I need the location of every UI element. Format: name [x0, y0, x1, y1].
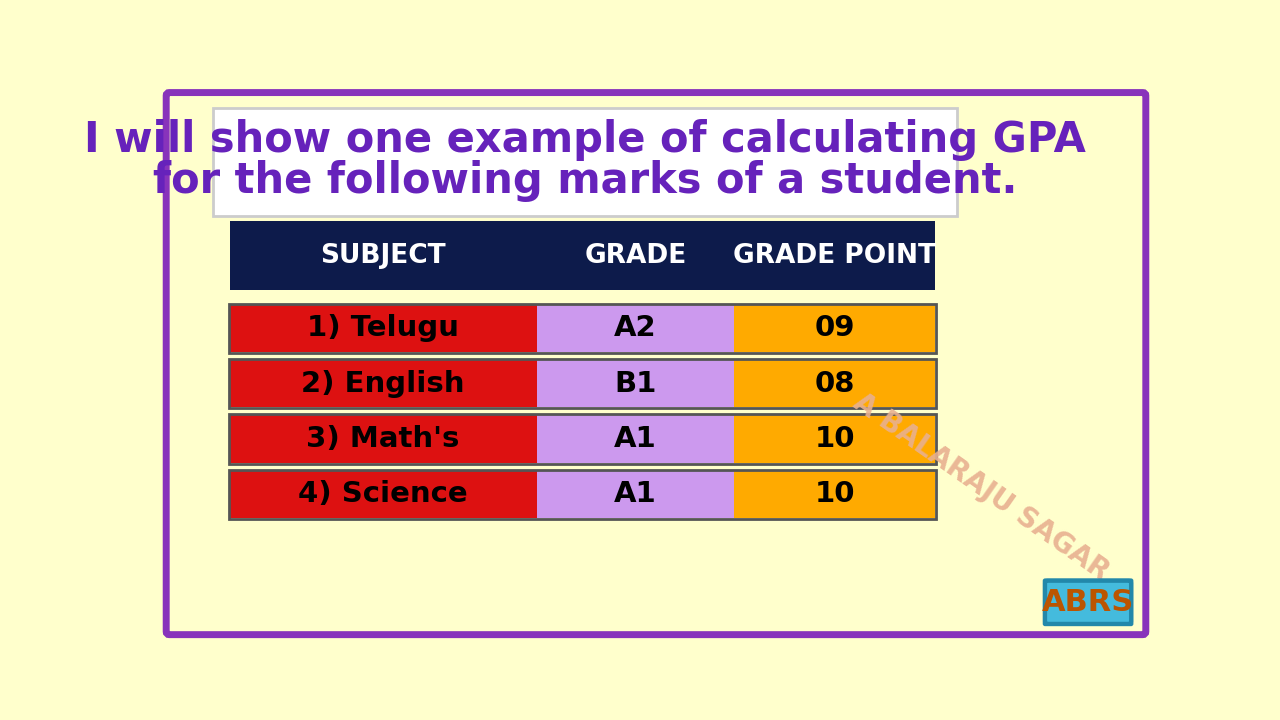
Bar — [536, 221, 733, 290]
Bar — [229, 471, 536, 518]
Text: 09: 09 — [814, 314, 855, 342]
Text: 10: 10 — [814, 425, 855, 453]
Bar — [733, 360, 934, 408]
Bar — [733, 471, 934, 518]
FancyBboxPatch shape — [1043, 578, 1133, 626]
Text: A2: A2 — [614, 314, 657, 342]
Bar — [229, 415, 536, 463]
Text: for the following marks of a student.: for the following marks of a student. — [152, 161, 1016, 202]
Text: A1: A1 — [614, 425, 657, 453]
Bar — [536, 360, 733, 408]
Bar — [229, 359, 936, 408]
Bar — [229, 221, 536, 290]
Text: 08: 08 — [814, 369, 855, 397]
Bar — [212, 108, 956, 216]
Bar — [536, 305, 733, 352]
Text: I will show one example of calculating GPA: I will show one example of calculating G… — [83, 120, 1085, 161]
Text: A1: A1 — [614, 480, 657, 508]
Bar — [229, 470, 936, 519]
Text: 4) Science: 4) Science — [298, 480, 468, 508]
Text: SUBJECT: SUBJECT — [320, 243, 445, 269]
Bar — [536, 471, 733, 518]
Text: 2) English: 2) English — [301, 369, 465, 397]
Bar — [733, 221, 934, 290]
Bar — [733, 305, 934, 352]
FancyBboxPatch shape — [166, 93, 1146, 634]
Text: ABRS: ABRS — [1042, 588, 1134, 617]
Text: A BALARAJU SAGAR: A BALARAJU SAGAR — [849, 388, 1115, 586]
Bar — [229, 415, 936, 464]
Bar — [229, 304, 936, 353]
Bar — [733, 415, 934, 463]
Text: 3) Math's: 3) Math's — [306, 425, 460, 453]
Text: 1) Telugu: 1) Telugu — [307, 314, 460, 342]
FancyBboxPatch shape — [1044, 581, 1132, 624]
Bar — [536, 415, 733, 463]
Text: B1: B1 — [614, 369, 657, 397]
Text: 10: 10 — [814, 480, 855, 508]
Bar — [229, 360, 536, 408]
Text: GRADE POINT: GRADE POINT — [733, 243, 936, 269]
Bar — [229, 305, 536, 352]
Text: GRADE: GRADE — [584, 243, 686, 269]
